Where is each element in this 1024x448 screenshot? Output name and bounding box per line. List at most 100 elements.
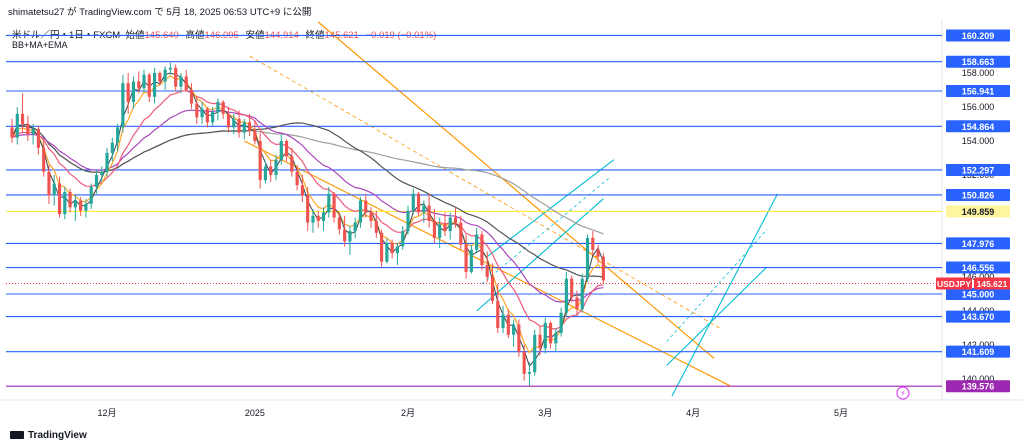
candle-body bbox=[369, 212, 373, 221]
x-tick-label: 2月 bbox=[401, 408, 415, 418]
event-marker-icon bbox=[896, 386, 910, 400]
candle-body bbox=[52, 183, 56, 196]
x-tick-label: 12月 bbox=[98, 408, 117, 418]
candle-body bbox=[15, 113, 19, 138]
candle-body bbox=[158, 73, 162, 82]
candle-body bbox=[453, 217, 458, 223]
cyan-channel-2-upper bbox=[671, 193, 779, 397]
candle-body bbox=[195, 103, 199, 118]
price-level-label: 150.826 bbox=[962, 190, 995, 200]
price-level-tag bbox=[946, 120, 1010, 133]
lightning-icon: ⚡ bbox=[900, 389, 906, 398]
candle-body bbox=[480, 234, 484, 266]
candle-body bbox=[570, 278, 574, 298]
candle-body bbox=[290, 156, 294, 172]
price-level-tag bbox=[946, 261, 1010, 274]
candle-body bbox=[327, 193, 331, 213]
candle-body bbox=[321, 212, 326, 221]
price-level-tag bbox=[946, 85, 1010, 98]
candle-body bbox=[20, 113, 25, 124]
y-tick-label: 142.000 bbox=[962, 340, 995, 350]
candle-body bbox=[121, 83, 125, 128]
candle-body bbox=[105, 152, 109, 172]
price-level-label: 158.663 bbox=[962, 57, 995, 67]
price-level-label: 141.609 bbox=[962, 347, 995, 357]
candle-body bbox=[274, 159, 278, 175]
candle-body bbox=[300, 185, 304, 196]
candle-body bbox=[316, 215, 320, 221]
candle-body bbox=[380, 232, 384, 262]
candle-body bbox=[295, 171, 299, 186]
candle-body bbox=[506, 314, 510, 335]
candle-body bbox=[406, 210, 410, 232]
price-level-tag bbox=[946, 188, 1010, 201]
y-tick-label: 156.000 bbox=[962, 102, 995, 112]
candle-body bbox=[174, 67, 178, 87]
y-tick-label: 158.000 bbox=[962, 68, 995, 78]
candle-body bbox=[601, 256, 605, 281]
price-level-label: 146.556 bbox=[962, 263, 995, 273]
candle-body bbox=[284, 141, 289, 157]
candle-body bbox=[591, 237, 595, 250]
candle-body bbox=[306, 195, 310, 223]
candle-body bbox=[110, 142, 114, 153]
price-level-tag bbox=[946, 55, 1010, 68]
price-level-label: 160.209 bbox=[962, 31, 995, 41]
candle-body bbox=[79, 200, 83, 211]
candle-body bbox=[179, 76, 183, 87]
candle-body bbox=[168, 67, 172, 70]
candle-body bbox=[559, 312, 563, 334]
candle-body bbox=[258, 141, 262, 181]
price-level-tag bbox=[946, 310, 1010, 323]
candle-body bbox=[358, 200, 363, 223]
price-level-tag bbox=[946, 163, 1010, 176]
candle-body bbox=[422, 205, 426, 213]
candle-body bbox=[527, 372, 532, 374]
price-level-label: 156.941 bbox=[962, 87, 995, 97]
price-level-tag bbox=[946, 237, 1010, 250]
candle-body bbox=[152, 73, 157, 97]
cyan-channel-2-dashed bbox=[666, 229, 768, 342]
candle-body bbox=[10, 127, 14, 138]
candle-body bbox=[496, 300, 500, 328]
candle-body bbox=[26, 124, 30, 135]
indicator-legend[interactable]: BB+MA+EMA bbox=[12, 40, 68, 50]
candle-body bbox=[332, 193, 336, 218]
candle-body bbox=[163, 69, 167, 82]
tradingview-footer: TradingView bbox=[10, 430, 87, 441]
candle-body bbox=[242, 122, 246, 133]
candle-body bbox=[226, 113, 231, 128]
candle-body bbox=[411, 193, 415, 211]
candle-body bbox=[189, 90, 194, 104]
candle-body bbox=[184, 76, 188, 90]
candle-body bbox=[31, 129, 35, 135]
candle-body bbox=[232, 118, 236, 128]
candle-body bbox=[248, 122, 252, 131]
candle-body bbox=[94, 175, 99, 187]
candle-body bbox=[554, 333, 558, 344]
y-tick-label: 154.000 bbox=[962, 136, 995, 146]
candle-body bbox=[200, 108, 204, 118]
candle-body bbox=[475, 234, 479, 250]
candle-body bbox=[522, 351, 526, 374]
price-level-label: 147.976 bbox=[962, 239, 995, 249]
candle-body bbox=[337, 217, 341, 230]
candle-body bbox=[89, 186, 93, 204]
candle-body bbox=[443, 224, 447, 232]
candle-body bbox=[63, 192, 67, 215]
candle-body bbox=[374, 220, 378, 233]
candle-body bbox=[73, 200, 77, 208]
candle-body bbox=[221, 101, 225, 114]
candle-body bbox=[490, 277, 495, 301]
x-tick-label: 3月 bbox=[538, 408, 552, 418]
current-price-tag bbox=[974, 277, 1010, 290]
candle-body bbox=[448, 217, 452, 232]
candle-body bbox=[311, 215, 315, 223]
candle-body bbox=[548, 322, 553, 344]
candle-body bbox=[438, 224, 442, 238]
candle-body bbox=[401, 231, 405, 247]
candle-body bbox=[142, 74, 146, 89]
candle-body bbox=[501, 314, 505, 328]
candle-body bbox=[126, 83, 130, 102]
